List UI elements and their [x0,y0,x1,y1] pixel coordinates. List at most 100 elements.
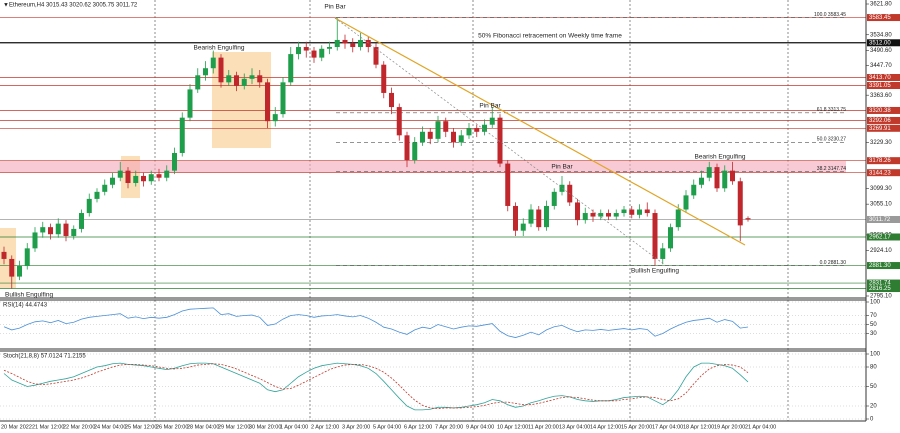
candle-body [582,213,588,221]
candle-body [342,39,348,44]
candle-body [520,223,526,231]
fib-label: 38.2 3147.74 [817,166,846,172]
level-label: 3269.91 [869,126,891,132]
x-tick-label: 9 Apr 04:00 [466,424,494,430]
candle-body [722,170,728,189]
candle-body [427,131,433,139]
candle-body [544,205,549,228]
level-label-bg [867,233,900,241]
x-tick-label: 17 Apr 04:00 [652,424,683,430]
level-label: 2962.17 [869,235,891,241]
x-tick-label: 21 Mar 12:00 [32,424,64,430]
candle-body [63,223,69,236]
candle-body [280,82,286,115]
candle-body [272,114,278,122]
level-label: 2881.30 [869,263,891,269]
indicator-line [3,363,749,410]
candle-body [443,121,449,132]
y-tick-label: 3055.10 [870,202,892,208]
candle-body [668,227,673,249]
candle-body [505,163,511,206]
x-tick-label: 2 Apr 12:00 [311,424,339,430]
candle-body [389,92,394,108]
fib-label: 0.0 2881.30 [820,260,847,266]
y-tick-label: 100 [870,300,881,306]
x-tick-label: 11 Apr 20:00 [528,424,559,430]
y-tick-label: 50 [870,322,877,328]
candle-body [373,47,379,65]
level-label-bg [867,285,900,293]
candle-body [71,228,77,236]
level-label: 3512.00 [869,40,891,46]
y-tick-label: 3621.80 [870,2,892,8]
candle-body [179,117,185,153]
annotation: Bearish Engulfing [194,45,245,52]
candle-body [226,75,232,83]
level-label-bg [867,14,900,22]
x-tick-label: 20 Mar 2022 [1,424,32,430]
y-tick-label: 50 [870,384,877,390]
annotation: 50% Fibonacci retracement on Weekly time… [478,33,622,40]
y-tick-label: 3229.30 [870,140,892,146]
candle-body [311,50,317,58]
candle-body [551,191,557,206]
y-tick-label: 3534.80 [870,32,892,38]
candle-body [644,209,650,214]
candle-body [489,117,495,125]
candle-body [536,209,542,228]
candle-body [621,209,627,214]
candle-body [691,184,697,196]
candle-body [528,209,534,224]
x-tick-label: 3 Apr 20:00 [342,424,370,430]
x-tick-label: 26 Mar 20:00 [156,424,188,430]
y-tick-label: 0 [870,417,874,423]
x-tick-label: 14 Apr 12:00 [590,424,621,430]
candle-body [86,198,92,214]
candle-body [412,142,418,161]
level-label: 3583.45 [869,15,891,21]
candle-body [133,175,139,184]
candle-body [706,167,712,178]
y-tick-label: 3099.30 [870,186,892,192]
candle-body [156,174,162,178]
candle-body [141,175,146,182]
y-tick-label: 30 [870,331,877,337]
chart-header: ▼Ethereum,H4 3015.43 3020.62 3005.75 301… [3,3,138,9]
candle-body [451,131,456,143]
level-label: 3391.05 [869,83,891,89]
candle-body [420,131,425,143]
candle-body [125,170,131,184]
y-tick-label: 3447.70 [870,63,892,69]
x-tick-label: 1 Apr 04:00 [280,424,308,430]
level-label-bg [867,39,900,47]
level-label-bg [867,106,900,114]
x-tick-label: 30 Mar 20:00 [249,424,281,430]
candle-body [575,202,580,221]
candle-body [730,170,735,182]
level-label-bg [867,116,900,124]
level-label-bg [867,262,900,270]
candle-body [396,107,402,136]
candle-body [218,57,224,83]
x-tick-label: 13 Apr 04:00 [559,424,590,430]
x-tick-label: 18 Apr 12:00 [683,424,714,430]
candle-body [590,213,596,217]
y-tick-label: 2795.10 [870,294,892,300]
level-label: 3320.38 [869,108,891,114]
level-label: 2831.74 [869,281,891,287]
candle-body [350,43,356,48]
candle-body [203,68,208,76]
stoch-title: Stoch(21,8,8) 57.0124 71.2155 [3,354,86,360]
level-label: 3144.23 [869,170,891,176]
x-tick-label: 15 Apr 20:00 [621,424,652,430]
level-label: 3011.72 [869,217,891,223]
level-label-bg [867,74,900,82]
x-tick-label: 28 Mar 04:00 [187,424,219,430]
candle-body [637,209,642,215]
level-label-bg [867,82,900,90]
candle-body [32,232,38,249]
candle-body [241,78,247,86]
x-tick-label: 19 Apr 20:00 [714,424,745,430]
level-label-bg [867,157,900,165]
